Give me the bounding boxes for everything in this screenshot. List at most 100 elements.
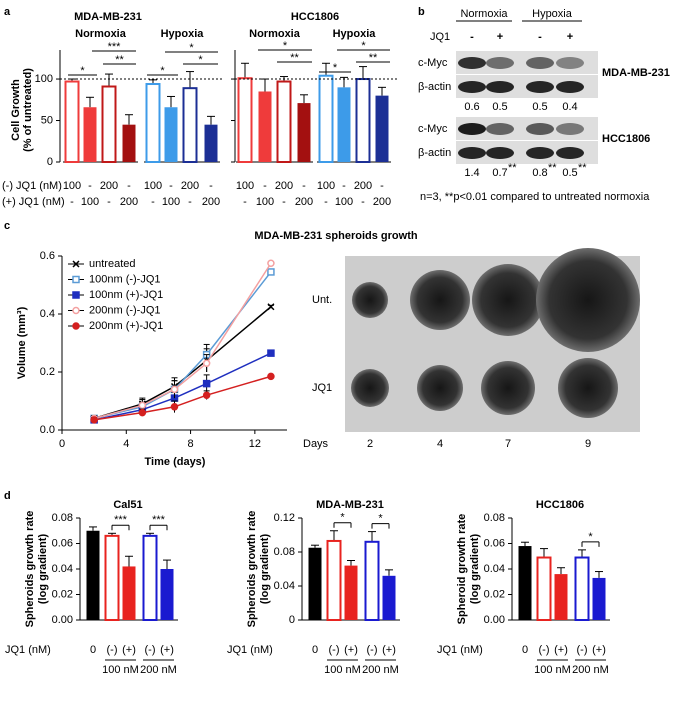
- panel-label: a: [4, 6, 11, 18]
- blot-quant: 0.5: [532, 101, 547, 113]
- cell-line-label: HCC1806: [602, 133, 650, 145]
- x-tick-label: (-): [329, 644, 340, 656]
- y-axis-label: (% of untreated): [22, 68, 34, 152]
- x-tick-label: 0: [59, 438, 65, 450]
- group-label: 100 nM: [324, 664, 361, 676]
- table-cell: 100: [162, 196, 180, 208]
- group-label: Normoxia: [249, 28, 301, 40]
- spheroid: [410, 270, 470, 330]
- blot-quant-mark: **: [508, 162, 517, 174]
- x-tick-label: (+): [382, 644, 396, 656]
- bar: [237, 77, 253, 163]
- marker: [267, 372, 275, 381]
- bar: [554, 574, 568, 620]
- blot-band: [458, 123, 486, 135]
- significance-label: *: [378, 513, 383, 525]
- legend-label: 100nm (+)-JQ1: [89, 289, 163, 301]
- bar: [375, 95, 389, 162]
- legend-marker: [72, 275, 80, 284]
- blot-band: [526, 123, 554, 135]
- table-cell: 100: [317, 180, 335, 192]
- blot-quant-mark: **: [548, 162, 557, 174]
- marker: [170, 403, 179, 411]
- table-row-label: (+) JQ1 (nM): [2, 196, 65, 208]
- table-cell: -: [169, 180, 173, 192]
- y-tick-label: 0.4: [40, 308, 55, 320]
- table-cell: -: [342, 180, 346, 192]
- legend-label: 200nm (+)-JQ1: [89, 320, 163, 332]
- bar: [344, 565, 358, 620]
- x-tick-label: (-): [577, 644, 588, 656]
- group-label: 100 nM: [534, 664, 571, 676]
- table-cell: -: [188, 196, 192, 208]
- significance-label: *: [361, 40, 366, 52]
- spheroid: [481, 361, 535, 415]
- table-cell: 200: [275, 180, 293, 192]
- group-label: Hypoxia: [333, 28, 377, 40]
- bar: [104, 534, 120, 621]
- blot-band: [458, 57, 486, 69]
- blot-band: [486, 147, 514, 159]
- marker: [202, 391, 211, 399]
- y-tick-label: 0.2: [40, 366, 55, 378]
- marker: [202, 379, 211, 388]
- table-cell: 100: [63, 180, 81, 192]
- marker: [267, 349, 275, 357]
- spheroid: [536, 248, 640, 352]
- spheroid: [351, 369, 389, 407]
- significance-label: *: [588, 531, 593, 543]
- y-tick-label: 0.12: [274, 512, 295, 524]
- legend-marker: [72, 322, 80, 330]
- treatment-sign: -: [538, 31, 542, 43]
- y-axis-label: Spheroids growth rate: [24, 511, 36, 628]
- x-tick-label: (+): [344, 644, 358, 656]
- x-tick-label: (-): [107, 644, 118, 656]
- x-tick-label: 0: [522, 644, 528, 656]
- panel-label: c: [4, 220, 10, 232]
- significance-label: *: [283, 40, 288, 52]
- bar: [326, 539, 342, 622]
- marker: [267, 303, 275, 311]
- blot-band: [556, 123, 584, 135]
- y-tick-label: 100: [35, 73, 53, 85]
- y-tick-label: 0.00: [484, 614, 505, 626]
- marker: [138, 401, 147, 410]
- table-cell: -: [380, 180, 384, 192]
- y-tick-label: 0.6: [40, 250, 55, 262]
- table-cell: -: [243, 196, 247, 208]
- significance-label: ***: [114, 514, 128, 526]
- x-tick-label: (+): [160, 644, 174, 656]
- x-tick-label: (+): [554, 644, 568, 656]
- bar: [318, 74, 334, 163]
- y-tick-label: 0.08: [274, 546, 295, 558]
- x-axis-label: JQ1 (nM): [5, 644, 51, 656]
- bar: [308, 547, 322, 620]
- table-cell: 100: [256, 196, 274, 208]
- y-axis-label: (log gradient): [259, 534, 271, 605]
- band-label: c-Myc: [418, 57, 448, 69]
- group-label: Hypoxia: [161, 28, 205, 40]
- significance-label: **: [115, 54, 124, 66]
- blot-footnote: n=3, **p<0.01 compared to untreated norm…: [420, 191, 650, 203]
- days-label: Days: [303, 438, 329, 450]
- table-cell: 200: [120, 196, 138, 208]
- significance-label: **: [369, 52, 378, 64]
- bar: [122, 124, 136, 162]
- x-tick-label: (+): [592, 644, 606, 656]
- y-axis-label: Spheroid growth rate: [456, 514, 468, 625]
- band-label: β-actin: [418, 81, 451, 93]
- table-cell: -: [324, 196, 328, 208]
- table-cell: 100: [236, 180, 254, 192]
- table-row-label: (-) JQ1 (nM): [2, 180, 62, 192]
- group-label: 200 nM: [362, 664, 399, 676]
- y-tick-label: 0.06: [52, 537, 73, 549]
- y-tick-label: 0.0: [40, 424, 55, 436]
- table-cell: 200: [100, 180, 118, 192]
- table-cell: 200: [202, 196, 220, 208]
- marker: [202, 359, 211, 368]
- y-axis-label: (log gradient): [469, 534, 481, 605]
- legend-marker: [72, 306, 80, 315]
